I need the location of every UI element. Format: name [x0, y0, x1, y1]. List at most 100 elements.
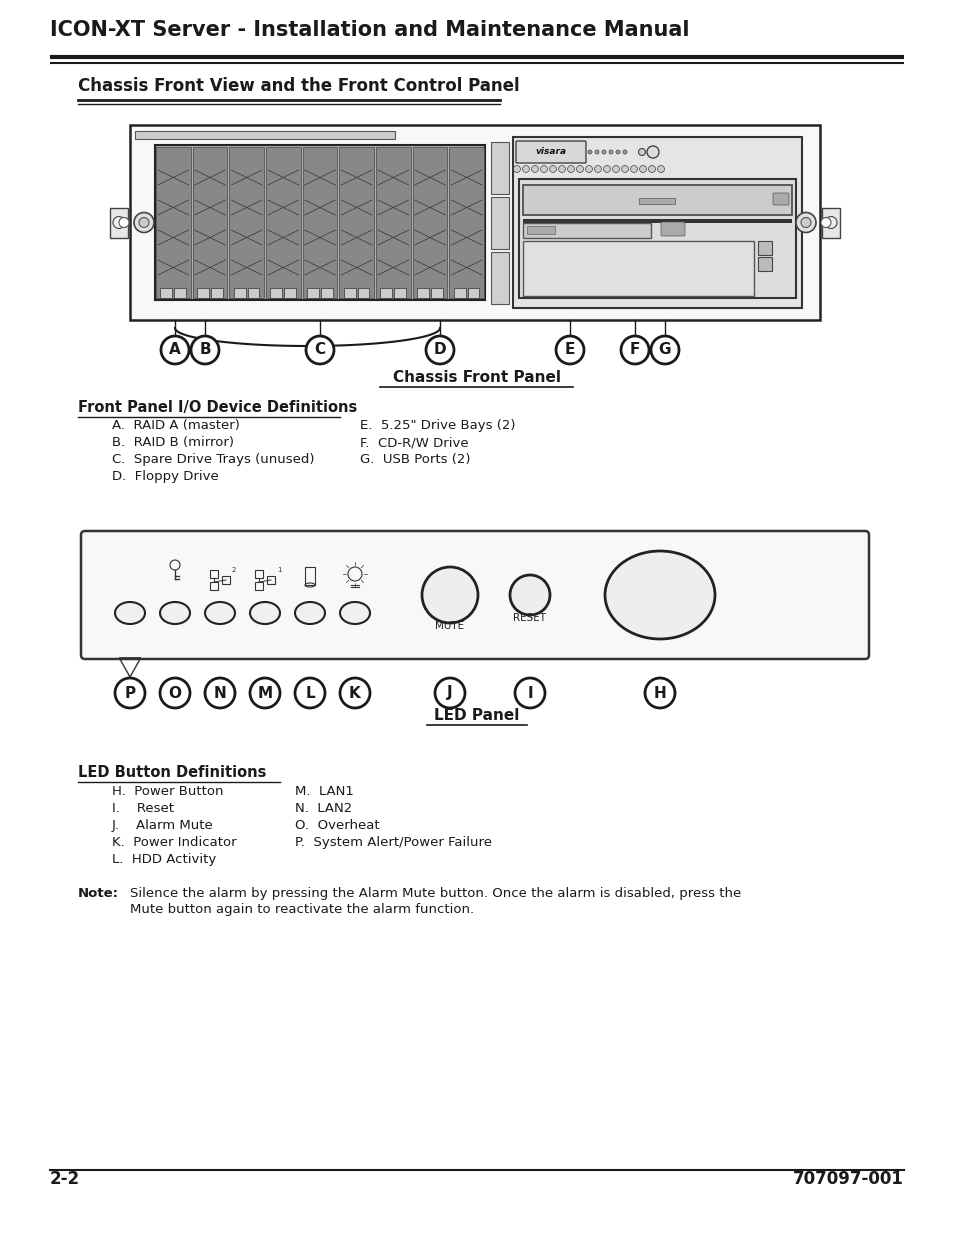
Bar: [416, 288, 429, 298]
Circle shape: [650, 336, 679, 364]
Bar: [449, 147, 483, 298]
Circle shape: [622, 149, 626, 154]
Circle shape: [160, 678, 190, 708]
Bar: [491, 252, 509, 304]
Ellipse shape: [115, 601, 145, 624]
Circle shape: [594, 165, 601, 173]
Circle shape: [587, 149, 592, 154]
Text: 1: 1: [276, 567, 281, 573]
Bar: [156, 147, 191, 298]
Bar: [320, 288, 333, 298]
Text: Silence the alarm by pressing the Alarm Mute button. Once the alarm is disabled,: Silence the alarm by pressing the Alarm …: [130, 887, 740, 900]
Circle shape: [115, 678, 145, 708]
Bar: [197, 288, 209, 298]
Bar: [380, 288, 392, 298]
Circle shape: [608, 149, 613, 154]
Circle shape: [639, 165, 646, 173]
Circle shape: [638, 148, 645, 156]
FancyBboxPatch shape: [660, 222, 684, 236]
Bar: [454, 288, 465, 298]
Text: M.  LAN1: M. LAN1: [294, 785, 354, 798]
Bar: [284, 288, 295, 298]
Bar: [193, 147, 227, 298]
Circle shape: [556, 336, 583, 364]
Text: 2: 2: [232, 567, 236, 573]
Text: LED Panel: LED Panel: [434, 708, 519, 722]
Circle shape: [824, 216, 836, 228]
Text: M: M: [257, 685, 273, 700]
Circle shape: [644, 678, 675, 708]
Bar: [233, 288, 246, 298]
Circle shape: [515, 678, 544, 708]
Circle shape: [513, 165, 520, 173]
Circle shape: [139, 217, 149, 227]
Text: F: F: [629, 342, 639, 357]
Text: Mute button again to reactivate the alarm function.: Mute button again to reactivate the alar…: [130, 903, 474, 916]
Bar: [513, 137, 801, 308]
Text: E: E: [564, 342, 575, 357]
Text: 707097-001: 707097-001: [792, 1170, 903, 1188]
Circle shape: [620, 336, 648, 364]
Bar: [154, 144, 484, 300]
Circle shape: [601, 149, 605, 154]
FancyBboxPatch shape: [81, 531, 868, 659]
Bar: [639, 198, 675, 204]
Circle shape: [191, 336, 219, 364]
Bar: [130, 125, 820, 320]
Circle shape: [250, 678, 280, 708]
Text: K.  Power Indicator: K. Power Indicator: [112, 836, 236, 848]
Text: O: O: [169, 685, 181, 700]
Bar: [267, 576, 274, 584]
Text: K: K: [349, 685, 360, 700]
Circle shape: [558, 165, 565, 173]
Text: C: C: [314, 342, 325, 357]
Text: G: G: [659, 342, 671, 357]
Bar: [375, 147, 410, 298]
Circle shape: [616, 149, 619, 154]
Bar: [821, 207, 840, 237]
Bar: [222, 576, 230, 584]
Circle shape: [339, 678, 370, 708]
Bar: [522, 185, 791, 215]
Bar: [394, 288, 406, 298]
Circle shape: [549, 165, 556, 173]
Text: I.    Reset: I. Reset: [112, 802, 173, 815]
Bar: [254, 582, 263, 590]
Bar: [522, 224, 650, 238]
FancyBboxPatch shape: [772, 193, 788, 205]
Circle shape: [435, 678, 464, 708]
Bar: [254, 571, 263, 578]
Bar: [110, 207, 128, 237]
Circle shape: [595, 149, 598, 154]
Text: P: P: [124, 685, 135, 700]
Circle shape: [801, 217, 810, 227]
Text: H.  Power Button: H. Power Button: [112, 785, 223, 798]
Circle shape: [648, 165, 655, 173]
Circle shape: [510, 576, 550, 615]
Bar: [491, 142, 509, 194]
Text: L: L: [305, 685, 314, 700]
Circle shape: [119, 217, 129, 227]
Text: N.  LAN2: N. LAN2: [294, 802, 352, 815]
Circle shape: [161, 336, 189, 364]
Text: Chassis Front View and the Front Control Panel: Chassis Front View and the Front Control…: [78, 77, 519, 95]
Text: O.  Overheat: O. Overheat: [294, 819, 379, 832]
Bar: [467, 288, 479, 298]
Bar: [491, 198, 509, 249]
Text: H: H: [653, 685, 666, 700]
Text: A: A: [169, 342, 181, 357]
Ellipse shape: [604, 551, 714, 638]
Bar: [357, 288, 369, 298]
Bar: [522, 241, 753, 296]
Bar: [758, 241, 771, 254]
Bar: [431, 288, 442, 298]
Ellipse shape: [294, 601, 325, 624]
Text: L.  HDD Activity: L. HDD Activity: [112, 853, 216, 866]
Text: ICON-XT Server - Installation and Maintenance Manual: ICON-XT Server - Installation and Mainte…: [50, 20, 689, 40]
Bar: [413, 147, 447, 298]
Text: C.  Spare Drive Trays (unused): C. Spare Drive Trays (unused): [112, 453, 314, 466]
Text: P.  System Alert/Power Failure: P. System Alert/Power Failure: [294, 836, 492, 848]
Text: MUTE: MUTE: [435, 621, 464, 631]
Circle shape: [540, 165, 547, 173]
Bar: [339, 147, 374, 298]
